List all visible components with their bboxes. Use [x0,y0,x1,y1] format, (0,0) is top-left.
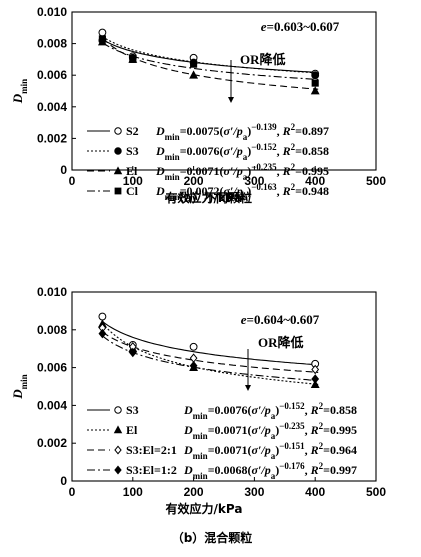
y-tick-label: 0.004 [37,100,67,114]
trend-annotation: OR降低 [258,335,304,350]
panel-b: 0 100 200 300 400 500 0 0.002 0.004 0.006 0.008 0.0… [10,285,386,545]
y-axis-title: Dmin [10,79,29,104]
y-tick-label: 0.008 [37,323,67,337]
fit-curve-s3 [102,36,319,74]
data-point-s3-el-2-1 [311,364,320,375]
x-tick-label: 500 [366,485,386,499]
y-tick-label: 0.010 [37,5,67,19]
legend-marker [114,127,122,135]
trend-annotation: OR降低 [240,52,286,67]
legend-equation: Dmin=0.0071(σ′/pa)−0.235, R2=0.995 [155,162,329,182]
data-point-s3-el-1-2 [311,374,320,384]
panel-caption: （b）混合颗粒 [172,530,253,545]
x-axis-title: 有效应力/kPa [166,501,243,516]
legend-label: Cl [126,184,139,198]
plot-frame [71,11,377,171]
plot-frame [71,291,377,482]
x-tick-label: 400 [305,485,325,499]
y-tick-label: 0 [60,163,67,177]
y-tick-label: 0.006 [37,68,67,82]
legend-marker [114,465,122,475]
void-ratio-annotation: e=0.604~0.607 [241,312,320,327]
panel-caption: （a）不同颗粒 [172,190,252,205]
fit-curve-el [101,322,319,385]
y-tick-label: 0 [60,474,67,488]
y-tick-label: 0.008 [37,37,67,51]
x-tick-label: 500 [366,174,386,188]
data-point-cl [190,60,198,68]
fit-curve-s3 [102,320,319,366]
legend-equation: Dmin=0.0076(σ′/pa)−0.152, R2=0.858 [155,142,329,162]
data-point-s3 [311,71,320,80]
trend-arrow-head [228,97,234,103]
legend-label: S3 [126,403,139,417]
y-tick-label: 0.006 [37,361,67,375]
legend-marker [113,166,123,175]
legend-marker [114,406,122,414]
x-tick-label: 100 [123,174,143,188]
legend-marker [114,147,122,155]
legend-label: S3:El=1:2 [126,463,177,477]
data-point-cl [98,35,106,43]
y-tick-label: 0.002 [37,436,67,450]
y-tick-label: 0.004 [37,398,67,412]
data-point-s3 [189,342,198,351]
fit-curve-s3-el-2-1 [102,331,319,373]
data-point-s3 [98,312,107,321]
x-axis-title: 有效应力/kPa [166,190,243,205]
legend-equation: Dmin=0.0071(σ′/pa)−0.151, R2=0.964 [183,441,357,461]
legend-label: S3 [126,144,139,158]
data-point-cl [129,55,137,63]
legend-equation: Dmin=0.0071(σ′/pa)−0.235, R2=0.995 [183,421,357,441]
data-point-s3-el-2-1 [189,353,198,363]
x-tick-label: 300 [244,485,264,499]
y-tick-label: 0.010 [37,285,67,299]
x-tick-label: 300 [244,174,264,188]
trend-arrow-head [245,385,251,391]
data-point-s3-el-1-2 [128,347,137,358]
legend-equation: Dmin=0.0075(σ′/pa)−0.139, R2=0.897 [155,122,329,142]
legend-marker [114,445,122,455]
void-ratio-annotation: e=0.603~0.607 [261,19,340,34]
x-tick-label: 400 [305,174,325,188]
data-point-s3-el-1-2 [98,328,107,339]
data-point-el [189,70,199,79]
data-point-el [310,86,320,95]
legend-equation: Dmin=0.0072(σ′/pa)−0.163, R2=0.948 [155,182,329,202]
x-tick-label: 0 [69,485,76,499]
x-tick-label: 0 [69,174,76,188]
legend-label: S2 [126,124,139,138]
legend-label: El [126,423,138,437]
data-point-s2 [98,28,107,37]
fit-curve-s3-el-1-2 [102,335,319,382]
legend-equation: Dmin=0.0068(σ′/pa)−0.176, R2=0.997 [183,461,357,481]
legend-marker [114,187,122,195]
fit-curve-el [102,37,319,90]
legend-label: S3:El=2:1 [126,443,177,457]
y-tick-label: 0.002 [37,131,67,145]
legend-equation: Dmin=0.0076(σ′/pa)−0.152, R2=0.858 [183,401,357,421]
y-axis-title: Dmin [10,374,29,399]
fit-curve-cl [102,42,319,80]
panel-a: 0 100 200 300 400 500 0 0.002 0.004 0.006 0.008 0.0… [10,5,386,205]
data-point-cl [311,79,319,87]
data-point-s3-el-1-2 [189,360,198,371]
legend-marker [113,425,123,434]
x-tick-label: 200 [184,174,204,188]
data-point-el [310,379,320,388]
x-tick-label: 100 [123,485,143,499]
x-tick-label: 200 [184,485,204,499]
legend-label: El [126,164,138,178]
